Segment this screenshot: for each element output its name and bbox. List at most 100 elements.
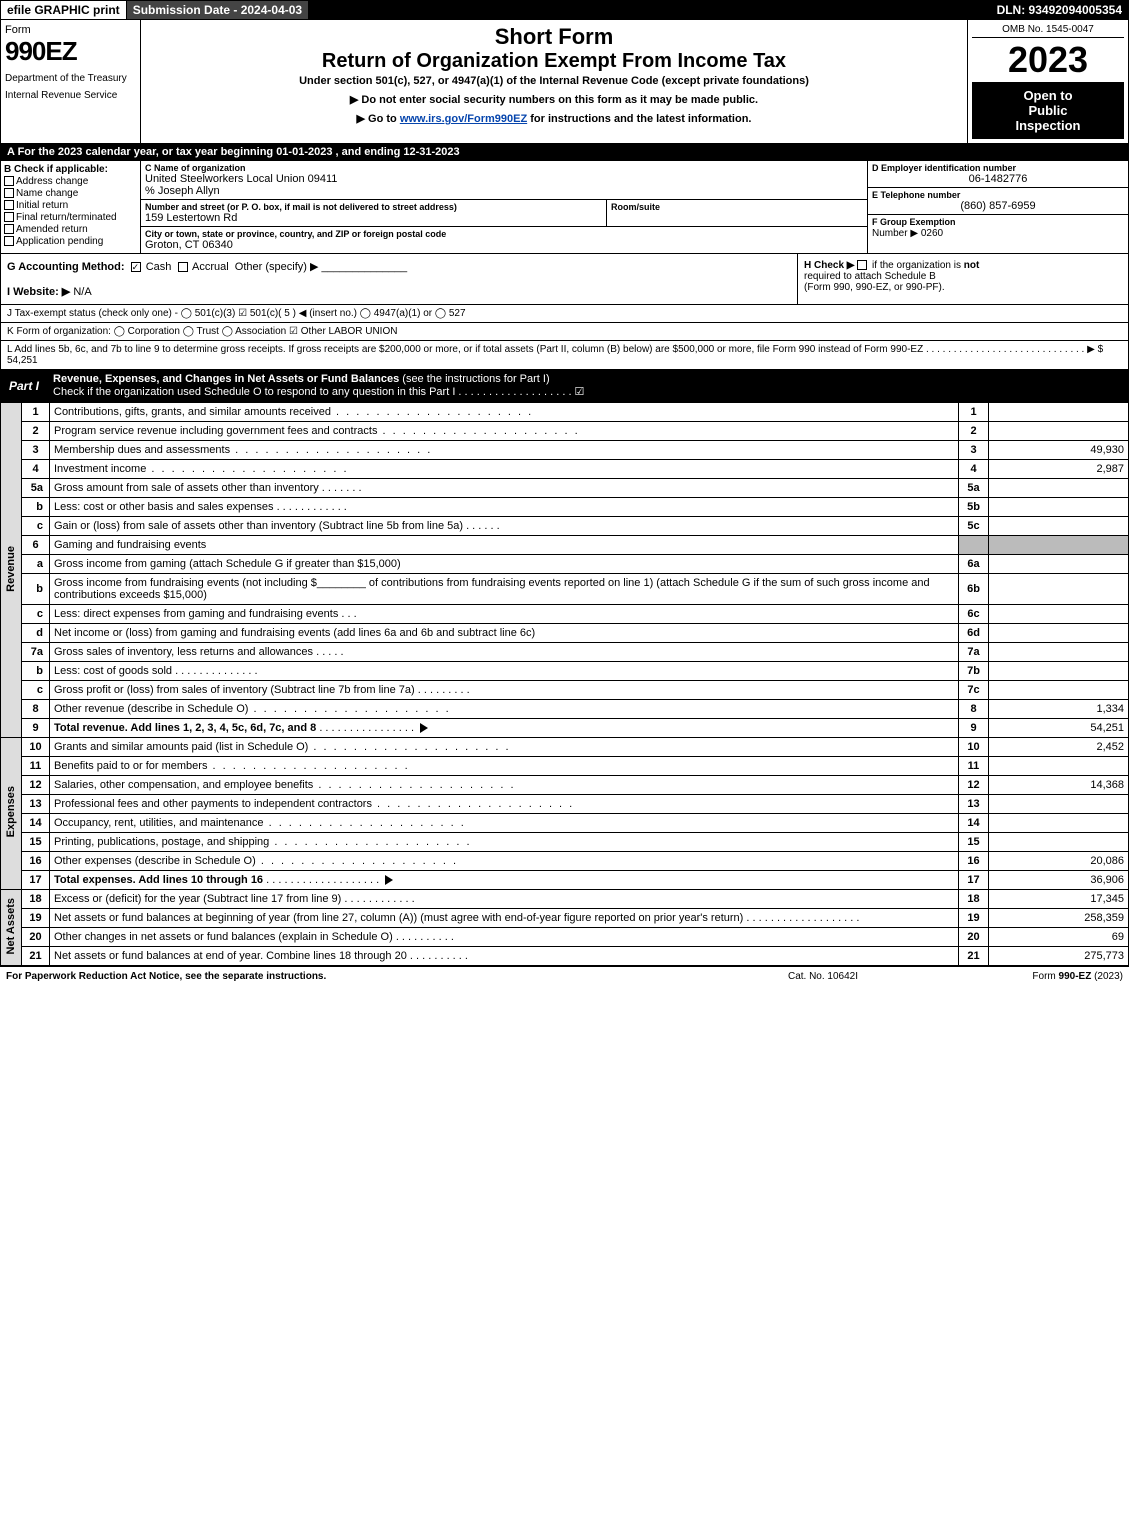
row-k: K Form of organization: ◯ Corporation ◯ … xyxy=(0,323,1129,341)
line-6b: bGross income from fundraising events (n… xyxy=(1,574,1129,605)
irs-link[interactable]: www.irs.gov/Form990EZ xyxy=(400,113,527,125)
city-value: Groton, CT 06340 xyxy=(145,239,863,251)
checkbox-icon xyxy=(4,224,14,234)
form-word: Form xyxy=(5,24,136,36)
street-label: Number and street (or P. O. box, if mail… xyxy=(145,202,602,212)
chk-final-return[interactable]: Final return/terminated xyxy=(4,212,137,223)
chk-name-change[interactable]: Name change xyxy=(4,188,137,199)
page-footer: For Paperwork Reduction Act Notice, see … xyxy=(0,966,1129,986)
street-value: 159 Lestertown Rd xyxy=(145,212,602,224)
form-id-block: Form 990EZ Department of the Treasury In… xyxy=(1,20,141,143)
city-label: City or town, state or province, country… xyxy=(145,229,863,239)
g-label: G Accounting Method: xyxy=(7,261,125,273)
line-3: 3Membership dues and assessments349,930 xyxy=(1,441,1129,460)
row-gh: G Accounting Method: Cash Accrual Other … xyxy=(0,254,1129,305)
line-12: 12Salaries, other compensation, and empl… xyxy=(1,776,1129,795)
dept-irs: Internal Revenue Service xyxy=(5,90,136,101)
checkbox-icon xyxy=(4,236,14,246)
line-11: 11Benefits paid to or for members11 xyxy=(1,757,1129,776)
line-13: 13Professional fees and other payments t… xyxy=(1,795,1129,814)
part-i-title-wrap: Revenue, Expenses, and Changes in Net As… xyxy=(47,370,1128,401)
chk-cash[interactable] xyxy=(131,262,141,272)
form-number: 990EZ xyxy=(5,36,136,67)
line-a: A For the 2023 calendar year, or tax yea… xyxy=(0,144,1129,161)
instr-2-post: for instructions and the latest informat… xyxy=(527,113,751,125)
top-bar: efile GRAPHIC print Submission Date - 20… xyxy=(0,0,1129,20)
group-exemption-cell: F Group Exemption Number ▶ 0260 xyxy=(868,215,1128,241)
col-c: C Name of organization United Steelworke… xyxy=(141,161,868,253)
line-21: 21Net assets or fund balances at end of … xyxy=(1,947,1129,966)
row-l-value: 54,251 xyxy=(7,355,38,366)
col-b-heading: B Check if applicable: xyxy=(4,164,137,175)
col-b: B Check if applicable: Address change Na… xyxy=(1,161,141,253)
ein-value: 06-1482776 xyxy=(872,173,1124,185)
form-subtitle: Under section 501(c), 527, or 4947(a)(1)… xyxy=(145,75,963,87)
line-6d: dNet income or (loss) from gaming and fu… xyxy=(1,624,1129,643)
instr-1: ▶ Do not enter social security numbers o… xyxy=(145,93,963,106)
chk-amended-return[interactable]: Amended return xyxy=(4,224,137,235)
phone-label: E Telephone number xyxy=(872,190,1124,200)
line-14: 14Occupancy, rent, utilities, and mainte… xyxy=(1,814,1129,833)
triangle-icon xyxy=(420,723,428,733)
address-row: Number and street (or P. O. box, if mail… xyxy=(141,200,867,226)
section-bcdef: B Check if applicable: Address change Na… xyxy=(0,161,1129,254)
room-cell: Room/suite xyxy=(607,200,867,226)
instr-2-pre: ▶ Go to xyxy=(357,113,400,125)
footer-left: For Paperwork Reduction Act Notice, see … xyxy=(6,971,723,982)
row-j: J Tax-exempt status (check only one) - ◯… xyxy=(0,305,1129,323)
part-i-table: Revenue 1Contributions, gifts, grants, a… xyxy=(0,402,1129,966)
line-15: 15Printing, publications, postage, and s… xyxy=(1,833,1129,852)
line-5b: bLess: cost or other basis and sales exp… xyxy=(1,498,1129,517)
checkbox-icon xyxy=(4,176,14,186)
ein-cell: D Employer identification number 06-1482… xyxy=(868,161,1128,188)
efile-label: efile GRAPHIC print xyxy=(1,1,127,19)
tax-year: 2023 xyxy=(972,42,1124,78)
ein-label: D Employer identification number xyxy=(872,163,1124,173)
accounting-method: G Accounting Method: Cash Accrual Other … xyxy=(1,254,798,304)
line-2: 2Program service revenue including gover… xyxy=(1,422,1129,441)
line-10: Expenses 10Grants and similar amounts pa… xyxy=(1,738,1129,757)
checkbox-icon xyxy=(4,188,14,198)
city-cell: City or town, state or province, country… xyxy=(141,226,867,253)
line-5a: 5aGross amount from sale of assets other… xyxy=(1,479,1129,498)
chk-address-change[interactable]: Address change xyxy=(4,176,137,187)
triangle-icon xyxy=(385,875,393,885)
line-17: 17Total expenses. Add lines 10 through 1… xyxy=(1,871,1129,890)
line-7c: cGross profit or (loss) from sales of in… xyxy=(1,681,1129,700)
form-title-block: Short Form Return of Organization Exempt… xyxy=(141,20,968,143)
phone-cell: E Telephone number (860) 857-6959 xyxy=(868,188,1128,215)
inspection-badge: Open to Public Inspection xyxy=(972,82,1124,139)
group-exemption-label2: Number ▶ xyxy=(872,228,918,239)
part-i-title: Revenue, Expenses, and Changes in Net As… xyxy=(53,373,399,385)
dln-label: DLN: 93492094005354 xyxy=(991,1,1128,19)
spacer xyxy=(309,1,990,19)
chk-application-pending[interactable]: Application pending xyxy=(4,236,137,247)
group-exemption-label: F Group Exemption xyxy=(872,217,956,227)
badge-1: Open to xyxy=(974,88,1122,103)
line-1: Revenue 1Contributions, gifts, grants, a… xyxy=(1,403,1129,422)
org-name-cell: C Name of organization United Steelworke… xyxy=(141,161,867,200)
chk-schedule-b[interactable] xyxy=(857,260,867,270)
room-label: Room/suite xyxy=(611,202,863,212)
badge-2: Public xyxy=(974,103,1122,118)
line-7a: 7aGross sales of inventory, less returns… xyxy=(1,643,1129,662)
line-8: 8Other revenue (describe in Schedule O)8… xyxy=(1,700,1129,719)
side-netassets: Net Assets xyxy=(1,890,22,966)
line-16: 16Other expenses (describe in Schedule O… xyxy=(1,852,1129,871)
line-7b: bLess: cost of goods sold . . . . . . . … xyxy=(1,662,1129,681)
chk-initial-return[interactable]: Initial return xyxy=(4,200,137,211)
chk-accrual[interactable] xyxy=(178,262,188,272)
dept-treasury: Department of the Treasury xyxy=(5,73,136,84)
org-name-label: C Name of organization xyxy=(145,163,863,173)
i-label: I Website: ▶ xyxy=(7,286,70,298)
submission-date: Submission Date - 2024-04-03 xyxy=(127,1,309,19)
line-6: 6Gaming and fundraising events xyxy=(1,536,1129,555)
line-6c: cLess: direct expenses from gaming and f… xyxy=(1,605,1129,624)
checkbox-icon xyxy=(4,200,14,210)
phone-value: (860) 857-6959 xyxy=(872,200,1124,212)
h-label: H Check ▶ xyxy=(804,260,854,271)
website-value: N/A xyxy=(73,286,91,298)
street-cell: Number and street (or P. O. box, if mail… xyxy=(141,200,607,226)
line-18: Net Assets 18Excess or (deficit) for the… xyxy=(1,890,1129,909)
omb-number: OMB No. 1545-0047 xyxy=(972,24,1124,38)
